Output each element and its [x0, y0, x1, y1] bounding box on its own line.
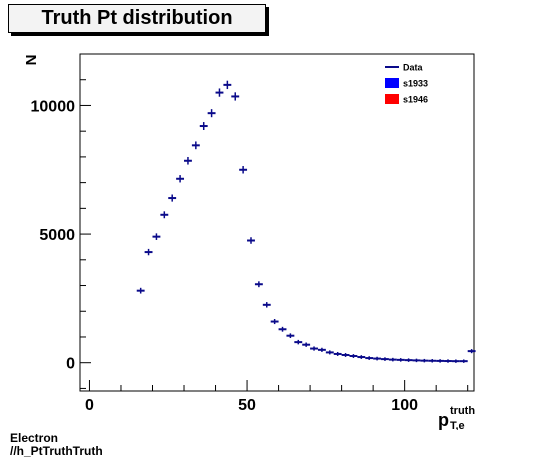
data-point — [333, 351, 342, 356]
chart-title: Truth Pt distribution — [8, 4, 266, 33]
data-point — [467, 349, 476, 354]
data-point — [254, 281, 263, 288]
data-point — [199, 122, 208, 130]
data-point — [144, 248, 153, 256]
data-point — [176, 175, 185, 183]
x-axis-label-main: p — [438, 410, 449, 430]
data-point — [420, 358, 429, 363]
data-point — [191, 141, 200, 150]
x-axis-label: p truth T,e — [438, 405, 475, 430]
data-point — [223, 80, 232, 90]
data-point — [239, 166, 248, 174]
data-point — [310, 346, 318, 351]
footer-line-1: Electron — [10, 431, 59, 445]
data-point — [302, 342, 311, 347]
data-point — [278, 326, 287, 332]
data-point — [444, 359, 452, 363]
data-point — [451, 359, 460, 363]
legend-label: Data — [403, 63, 424, 73]
data-point — [365, 356, 374, 360]
data-point — [436, 359, 445, 363]
data-point — [317, 347, 326, 352]
data-point — [184, 156, 192, 165]
y-axis-label: N — [23, 55, 40, 66]
data-point — [412, 358, 421, 363]
chart-plot: 0 50 100 0 5000 10000 N p truth T,e Data s1933… — [23, 53, 476, 430]
data-point — [262, 302, 271, 308]
legend-swatch — [385, 94, 399, 104]
x-axis-label-sup: truth — [450, 405, 475, 417]
data-point — [349, 354, 358, 358]
legend: Data s1933 s1946 — [385, 63, 428, 105]
legend-label: s1933 — [403, 79, 428, 89]
data-point — [152, 233, 161, 240]
data-point — [373, 356, 382, 361]
legend-swatch — [385, 78, 399, 88]
footer-line-2: //h_PtTruthTruth — [10, 444, 103, 458]
data-point — [247, 237, 255, 244]
data-point — [459, 359, 468, 363]
data-point — [286, 333, 295, 339]
data-point — [136, 287, 145, 294]
x-tick-label: 50 — [238, 397, 256, 414]
data-point — [341, 353, 350, 357]
data-point — [294, 339, 303, 345]
y-tick-label: 10000 — [31, 98, 76, 115]
x-axis-label-sub: T,e — [450, 420, 465, 430]
legend-entry: Data — [385, 63, 424, 73]
plot-frame — [79, 53, 475, 392]
x-tick-label: 100 — [391, 397, 418, 414]
data-point — [215, 88, 224, 97]
data-point — [160, 211, 169, 219]
data-point — [325, 350, 334, 355]
y-tick-label: 0 — [66, 356, 75, 373]
legend-label: s1946 — [403, 95, 428, 105]
footer: Electron //h_PtTruthTruth — [10, 432, 103, 458]
x-tick-label: 0 — [85, 397, 94, 414]
data-point — [168, 194, 177, 202]
data-point — [381, 357, 389, 361]
data-point — [404, 358, 413, 362]
data-point — [357, 355, 366, 359]
data-point — [207, 109, 216, 118]
data-point — [428, 359, 437, 363]
legend-entry: s1933 — [385, 78, 428, 89]
data-point — [388, 357, 397, 362]
data-point — [270, 319, 279, 325]
y-tick-label: 5000 — [39, 227, 75, 244]
legend-entry: s1946 — [385, 94, 428, 105]
data-point — [396, 358, 405, 362]
data-point — [231, 92, 240, 101]
